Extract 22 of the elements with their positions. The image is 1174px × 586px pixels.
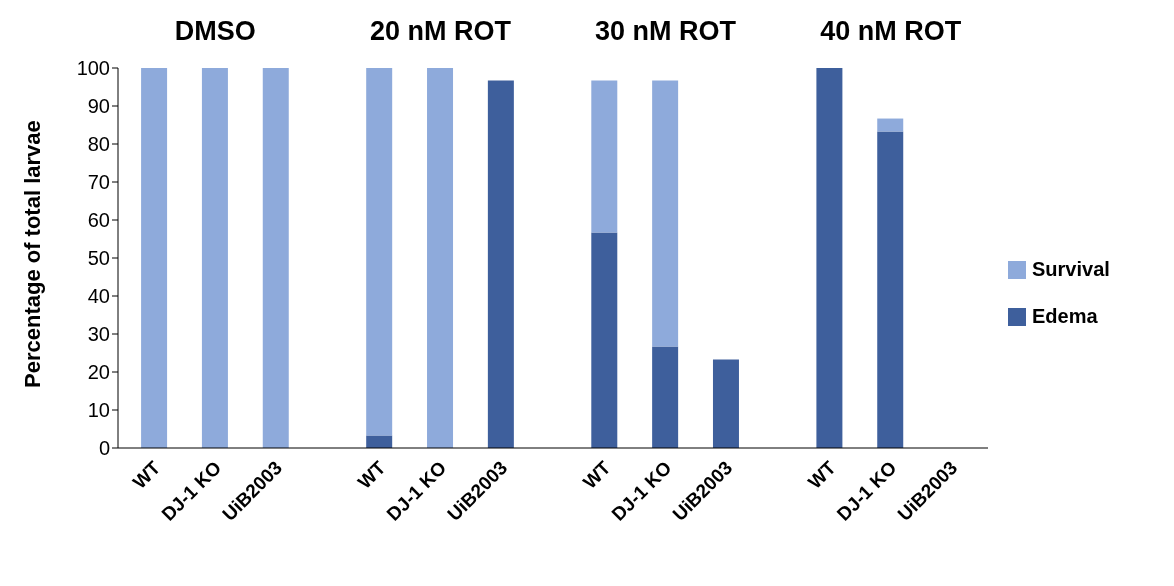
text: 30 nM ROT [594, 16, 738, 47]
y-tick-label: 60 [87, 209, 110, 232]
y-tick-label: 70 [87, 171, 110, 194]
x-tick-label: WT [353, 456, 390, 493]
x-tick-label: WT [803, 456, 840, 493]
y-tick-label: 90 [87, 95, 110, 118]
y-axis-title: Percentage of total larvae [19, 120, 45, 388]
y-tick-label: 100 [76, 57, 110, 80]
x-tick-label: WT [128, 456, 165, 493]
y-tick-label: 40 [87, 285, 110, 308]
text: DMSO [173, 16, 257, 47]
y-tick-label: 80 [87, 133, 110, 156]
x-tick-label: WT [578, 456, 615, 493]
legend-label: Survival [1032, 258, 1110, 281]
legend-label: Edema [1032, 305, 1098, 328]
text: 20 nM ROT [368, 16, 512, 47]
y-tick-label: 0 [98, 437, 110, 460]
y-tick-label: 10 [87, 399, 110, 422]
y-tick-label: 20 [87, 361, 110, 384]
y-tick-label: 50 [87, 247, 110, 270]
text: 40 nM ROT [819, 16, 963, 47]
y-tick-label: 30 [87, 323, 110, 346]
